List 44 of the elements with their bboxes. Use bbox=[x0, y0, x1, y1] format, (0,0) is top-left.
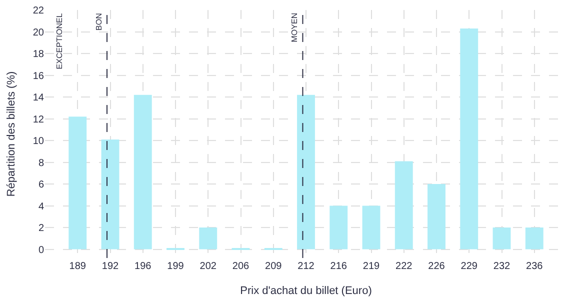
bar bbox=[297, 94, 315, 250]
y-tick-label: 20 bbox=[32, 27, 44, 38]
x-tick-label: 232 bbox=[493, 261, 511, 272]
x-tick-label: 206 bbox=[232, 261, 250, 272]
bar bbox=[134, 94, 152, 250]
x-tick-label: 236 bbox=[526, 261, 544, 272]
bar bbox=[428, 184, 446, 250]
x-tick-label: 199 bbox=[167, 261, 184, 272]
bar bbox=[362, 206, 380, 250]
x-axis-title: Prix d'achat du billet (Euro) bbox=[240, 285, 372, 298]
y-tick-label: 22 bbox=[32, 6, 44, 16]
bar bbox=[68, 116, 87, 250]
y-tick-label: 2 bbox=[38, 223, 44, 234]
bar bbox=[330, 206, 348, 250]
ref-line-label: MOYEN bbox=[290, 12, 300, 42]
y-axis-title: Répartition des billets (%) bbox=[6, 71, 18, 197]
x-tick-label: 219 bbox=[362, 261, 380, 272]
ref-line-label: BON bbox=[94, 12, 104, 30]
y-tick-label: 18 bbox=[32, 49, 44, 60]
x-tick-label: 202 bbox=[200, 261, 217, 272]
x-tick-label: 226 bbox=[428, 261, 446, 272]
y-tick-label: 8 bbox=[38, 158, 44, 169]
y-tick-label: 16 bbox=[32, 70, 44, 82]
x-tick-label: 196 bbox=[134, 261, 152, 272]
y-tick-label: 0 bbox=[38, 244, 44, 256]
bar bbox=[492, 228, 511, 250]
y-tick-label: 6 bbox=[38, 180, 44, 191]
bar bbox=[394, 161, 413, 250]
bar bbox=[101, 139, 120, 250]
bar bbox=[199, 228, 218, 250]
bar bbox=[460, 28, 478, 250]
bar bbox=[525, 228, 544, 250]
x-tick-label: 192 bbox=[102, 261, 120, 272]
y-tick-label: 10 bbox=[32, 136, 44, 148]
y-tick-label: 12 bbox=[32, 114, 44, 126]
annotation: EXCEPTIONEL bbox=[55, 12, 64, 70]
y-tick-label: 4 bbox=[38, 201, 44, 212]
x-tick-label: 229 bbox=[460, 261, 478, 272]
x-tick-label: 189 bbox=[69, 261, 86, 272]
y-tick-label: 14 bbox=[32, 92, 44, 104]
x-tick-label: 222 bbox=[396, 261, 413, 272]
x-tick-label: 209 bbox=[265, 261, 282, 272]
x-tick-label: 216 bbox=[330, 261, 348, 272]
x-tick-label: 212 bbox=[298, 261, 315, 272]
